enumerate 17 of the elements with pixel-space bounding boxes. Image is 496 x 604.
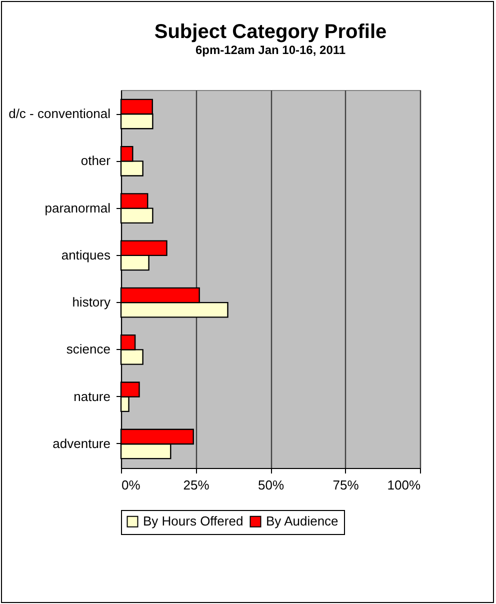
legend-label: By Audience: [266, 514, 338, 529]
y-tick-label: d/c - conventional: [8, 106, 111, 122]
y-tick-label: antiques: [61, 247, 111, 262]
y-tick-label: paranormal: [44, 200, 111, 216]
x-tick-label: 50%: [258, 478, 284, 492]
y-tick-label: science: [66, 342, 110, 357]
chart-title: Subject Category Profile: [154, 21, 387, 43]
x-tick-label: 100%: [387, 478, 421, 492]
x-tick-label: 25%: [183, 478, 210, 492]
legend-label: By Hours Offered: [143, 514, 244, 529]
y-tick-label: nature: [74, 388, 110, 404]
chart-subtitle: 6pm-12am Jan 10-16, 2011: [195, 43, 346, 57]
x-tick-label: 75%: [332, 478, 360, 492]
y-tick-label: other: [80, 153, 112, 168]
x-tick-label: 0%: [122, 478, 141, 492]
y-tick-label: history: [72, 294, 111, 310]
y-tick-label: adventure: [52, 436, 110, 451]
